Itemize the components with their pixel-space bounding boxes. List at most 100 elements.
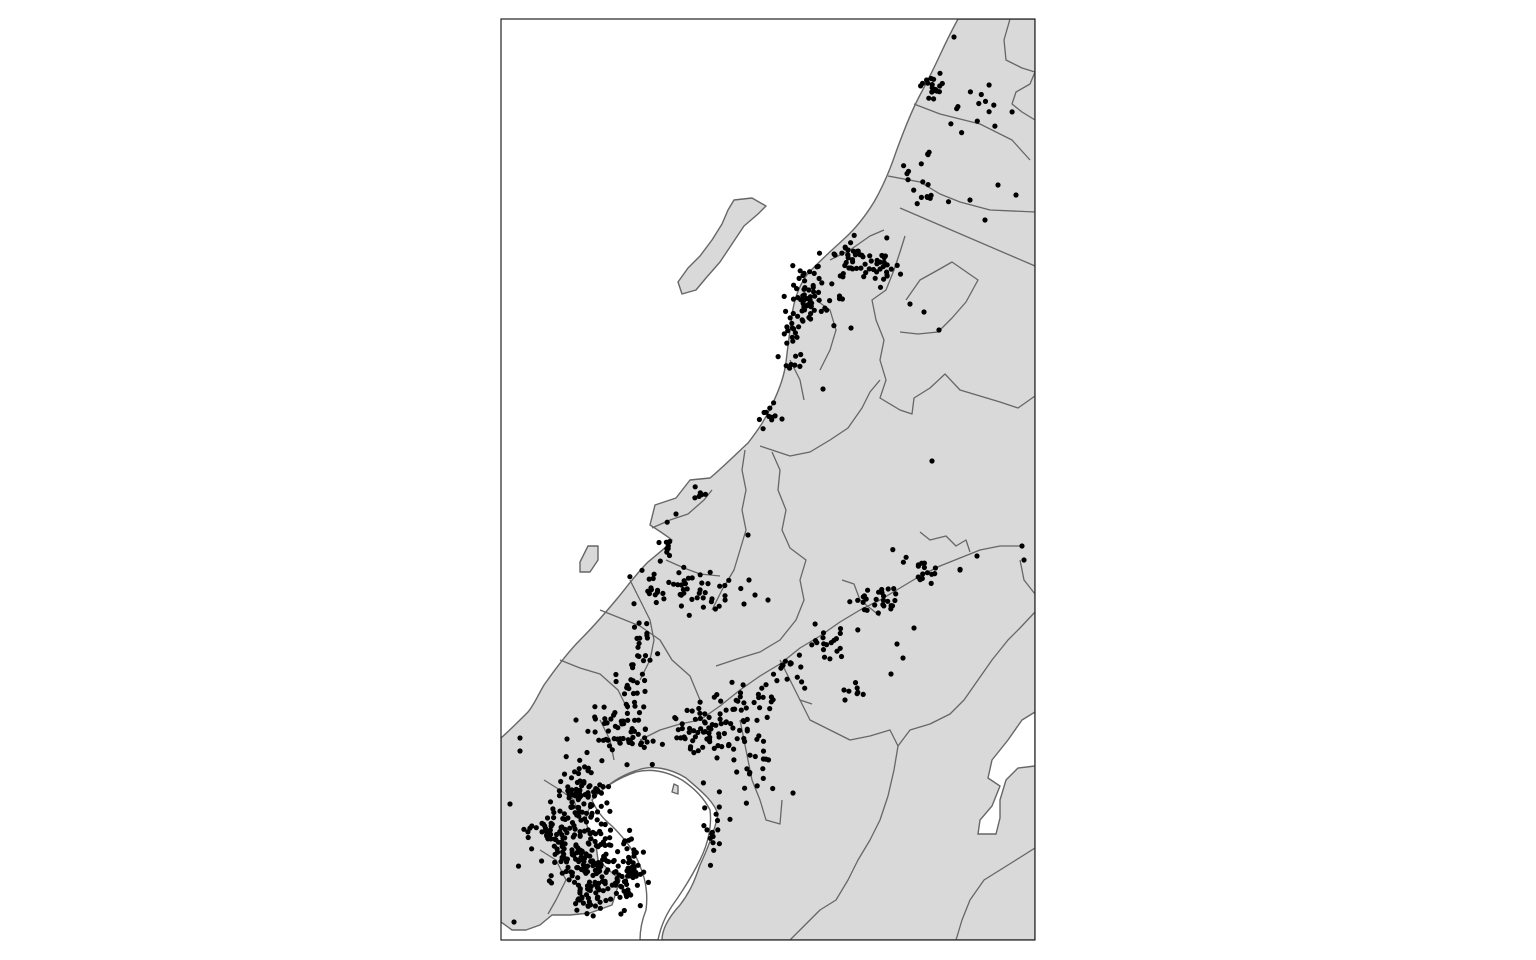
observation-point: [924, 77, 930, 83]
observation-point: [697, 715, 704, 722]
observation-point: [737, 727, 743, 734]
observation-point: [613, 869, 619, 875]
observation-point: [746, 577, 752, 583]
observation-point: [740, 682, 746, 688]
observation-point: [633, 869, 639, 876]
observation-point: [630, 662, 636, 668]
observation-point: [976, 100, 982, 107]
observation-point: [754, 717, 760, 723]
observation-point: [880, 264, 886, 270]
observation-point: [791, 282, 797, 288]
observation-point: [607, 835, 613, 841]
observation-point: [674, 735, 680, 741]
observation-point: [716, 603, 722, 609]
observation-point: [815, 289, 822, 295]
observation-point: [517, 735, 523, 741]
observation-point: [642, 726, 648, 733]
observation-point: [650, 575, 656, 582]
observation-point: [702, 590, 708, 596]
observation-point: [705, 581, 711, 587]
observation-point: [848, 325, 854, 331]
observation-point: [665, 545, 671, 552]
observation-point: [689, 708, 695, 714]
observation-point: [781, 331, 787, 337]
observation-point: [884, 235, 890, 241]
observation-point: [525, 834, 531, 841]
observation-point: [553, 837, 559, 843]
observation-point: [884, 269, 890, 275]
observation-point: [578, 866, 585, 873]
observation-point: [554, 831, 560, 838]
observation-point: [715, 827, 721, 833]
observation-point: [615, 849, 621, 855]
observation-point: [676, 570, 682, 576]
observation-point: [744, 766, 750, 772]
observation-point: [775, 354, 781, 360]
observation-point: [623, 701, 629, 708]
observation-point: [907, 301, 913, 307]
observation-point: [740, 718, 746, 724]
observation-point: [558, 778, 564, 785]
observation-point: [706, 730, 712, 736]
observation-point: [635, 731, 641, 737]
observation-point: [885, 598, 891, 604]
observation-point: [598, 821, 604, 827]
observation-point: [626, 837, 632, 843]
observation-point: [565, 784, 571, 790]
observation-point: [798, 297, 804, 303]
observation-point: [728, 721, 734, 727]
observation-point: [848, 240, 854, 246]
observation-point: [890, 547, 896, 553]
observation-point: [697, 699, 703, 705]
observation-point: [618, 911, 624, 917]
observation-point: [742, 785, 748, 791]
observation-point: [659, 741, 666, 747]
observation-point: [573, 790, 579, 796]
observation-point: [790, 310, 796, 317]
observation-point: [718, 698, 724, 704]
observation-point: [574, 812, 580, 818]
observation-point: [695, 729, 701, 736]
observation-point: [936, 327, 942, 333]
observation-point: [618, 883, 624, 890]
observation-point: [605, 728, 612, 734]
observation-point: [681, 578, 687, 584]
observation-point: [644, 630, 650, 636]
observation-point: [622, 838, 628, 844]
observation-point: [511, 919, 517, 925]
observation-point: [689, 596, 695, 603]
observation-point: [691, 728, 697, 734]
observation-point: [714, 817, 721, 824]
observation-point: [686, 729, 692, 735]
offshore-island-north: [677, 197, 767, 295]
observation-point: [595, 894, 601, 900]
observation-point: [612, 723, 619, 729]
observation-point: [824, 642, 830, 648]
offshore-island-south: [579, 545, 599, 573]
observation-point: [576, 808, 583, 815]
observation-point: [929, 89, 935, 95]
observation-point: [888, 266, 894, 272]
observation-point: [575, 797, 581, 803]
observation-point: [692, 734, 699, 740]
observation-point: [905, 168, 912, 174]
observation-point: [707, 862, 714, 868]
observation-point: [812, 621, 818, 627]
observation-point: [815, 263, 821, 269]
observation-point: [798, 664, 804, 670]
observation-point: [581, 828, 588, 834]
observation-point: [631, 853, 637, 859]
observation-point: [819, 280, 825, 286]
observation-point: [560, 816, 566, 822]
observation-point: [569, 820, 576, 826]
observation-point: [548, 836, 554, 842]
observation-point: [831, 323, 837, 329]
observation-point: [565, 815, 571, 821]
observation-point: [515, 863, 522, 869]
observation-point: [796, 275, 802, 281]
observation-point: [678, 582, 685, 588]
observation-point: [694, 595, 700, 601]
observation-point: [556, 793, 563, 799]
observation-point: [672, 715, 678, 721]
observation-point: [681, 564, 687, 570]
